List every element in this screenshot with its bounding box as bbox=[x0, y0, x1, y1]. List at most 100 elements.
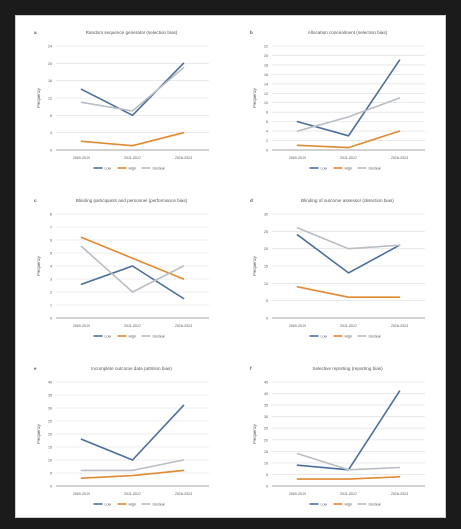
y-tick-label: 0 bbox=[266, 317, 268, 321]
legend-label: Unclear bbox=[153, 166, 166, 170]
series-line-low bbox=[80, 404, 185, 461]
chart-title: Selective reporting (reporting bias) bbox=[312, 366, 383, 371]
data-point bbox=[347, 469, 350, 471]
legend: Low High Unclear bbox=[93, 502, 166, 506]
y-tick-label: 25 bbox=[264, 427, 268, 431]
legend-label: Unclear bbox=[153, 502, 166, 506]
panel-label: a bbox=[34, 30, 37, 35]
y-tick-label: 45 bbox=[264, 381, 268, 385]
y-tick-label: 10 bbox=[48, 459, 52, 463]
data-point bbox=[398, 390, 401, 392]
data-point bbox=[80, 283, 83, 285]
legend: Low High Unclear bbox=[309, 502, 382, 506]
x-tick-label: 2018-2023 bbox=[391, 156, 408, 160]
legend: Low High Unclear bbox=[309, 334, 382, 338]
data-point bbox=[398, 476, 401, 478]
legend-label: High bbox=[345, 502, 352, 506]
y-tick-label: 40 bbox=[48, 381, 52, 385]
y-tick-label: 0 bbox=[50, 485, 52, 489]
data-point bbox=[347, 272, 350, 274]
legend-label: High bbox=[345, 166, 352, 170]
data-point bbox=[80, 236, 83, 238]
data-point bbox=[182, 265, 185, 267]
x-tick-label: 2018-2023 bbox=[175, 324, 192, 328]
x-tick-label: 2000-2010 bbox=[289, 324, 306, 328]
data-point bbox=[296, 121, 299, 123]
data-point bbox=[182, 459, 185, 461]
y-tick-label: 1 bbox=[50, 304, 52, 308]
data-point bbox=[131, 291, 134, 293]
data-point bbox=[398, 97, 401, 99]
panel-label: f bbox=[250, 366, 252, 371]
y-axis-label: Frequency bbox=[252, 423, 257, 444]
y-tick-label: 5 bbox=[50, 472, 52, 476]
y-tick-label: 4 bbox=[266, 130, 268, 134]
data-point bbox=[296, 144, 299, 146]
x-tick-label: 2000-2010 bbox=[289, 156, 306, 160]
legend: Low High Unclear bbox=[93, 166, 166, 170]
data-point bbox=[296, 130, 299, 132]
x-tick-label: 2011-2017 bbox=[340, 324, 357, 328]
y-tick-label: 0 bbox=[50, 149, 52, 153]
y-tick-label: 18 bbox=[264, 63, 268, 67]
data-point bbox=[296, 286, 299, 288]
y-tick-label: 30 bbox=[264, 415, 268, 419]
series-line-unclear bbox=[80, 66, 185, 112]
y-tick-label: 25 bbox=[48, 420, 52, 424]
y-tick-label: 22 bbox=[264, 45, 268, 49]
y-tick-label: 6 bbox=[266, 120, 268, 124]
data-point bbox=[131, 475, 134, 477]
legend-label: High bbox=[129, 502, 136, 506]
chart-title: Blinding participants and personnel (per… bbox=[76, 198, 188, 203]
data-point bbox=[296, 464, 299, 466]
y-tick-label: 20 bbox=[264, 54, 268, 58]
y-axis-label: Frequency bbox=[36, 255, 41, 276]
data-point bbox=[398, 466, 401, 469]
panel-label: d bbox=[250, 198, 253, 203]
y-tick-label: 25 bbox=[264, 230, 268, 234]
y-tick-label: 20 bbox=[48, 433, 52, 437]
data-point bbox=[131, 459, 134, 461]
data-point bbox=[80, 101, 83, 103]
x-tick-label: 2018-2023 bbox=[391, 324, 408, 328]
chart-title: Blinding of outcome assessor (detection … bbox=[301, 198, 394, 203]
y-tick-label: 0 bbox=[50, 317, 52, 321]
legend-label: Low bbox=[105, 502, 112, 506]
data-point bbox=[80, 245, 83, 248]
y-tick-label: 5 bbox=[266, 299, 268, 303]
x-tick-label: 2000-2010 bbox=[289, 492, 306, 496]
chart-panel-c: c Blinding participants and personnel (pe… bbox=[34, 198, 209, 338]
chart-panel-b: b Allocation concealment (selection bias)… bbox=[250, 30, 425, 170]
x-tick-label: 2000-2010 bbox=[73, 156, 90, 160]
x-tick-label: 2011-2017 bbox=[340, 156, 357, 160]
y-tick-label: 35 bbox=[48, 394, 52, 398]
y-tick-label: 4 bbox=[50, 265, 52, 269]
y-tick-label: 0 bbox=[266, 485, 268, 489]
legend: Low High Unclear bbox=[93, 334, 166, 338]
y-tick-label: 30 bbox=[264, 213, 268, 217]
legend-label: Low bbox=[321, 502, 328, 506]
data-point bbox=[398, 130, 401, 132]
x-tick-label: 2018-2023 bbox=[175, 492, 192, 496]
legend-label: Unclear bbox=[153, 334, 166, 338]
y-tick-label: 8 bbox=[266, 111, 268, 115]
data-point bbox=[296, 478, 299, 480]
data-point bbox=[131, 257, 134, 259]
data-point bbox=[182, 62, 185, 64]
series-line-high bbox=[296, 286, 401, 298]
y-tick-label: 8 bbox=[50, 114, 52, 118]
series-line-high bbox=[80, 131, 185, 147]
data-point bbox=[347, 478, 350, 480]
x-tick-label: 2011-2017 bbox=[340, 492, 357, 496]
data-point bbox=[80, 438, 83, 440]
y-axis-label: Frequency bbox=[36, 423, 41, 444]
y-tick-label: 12 bbox=[48, 97, 52, 101]
legend-label: Unclear bbox=[369, 502, 382, 506]
legend-label: Low bbox=[321, 166, 328, 170]
chart-panel-a: a Random sequence generator (selection bi… bbox=[34, 30, 209, 170]
legend-label: High bbox=[345, 334, 352, 338]
x-tick-label: 2011-2017 bbox=[124, 492, 141, 496]
chart-title: Incomplete outcome data (attrition bias) bbox=[91, 366, 172, 371]
y-tick-label: 16 bbox=[264, 73, 268, 77]
y-tick-label: 12 bbox=[264, 92, 268, 96]
